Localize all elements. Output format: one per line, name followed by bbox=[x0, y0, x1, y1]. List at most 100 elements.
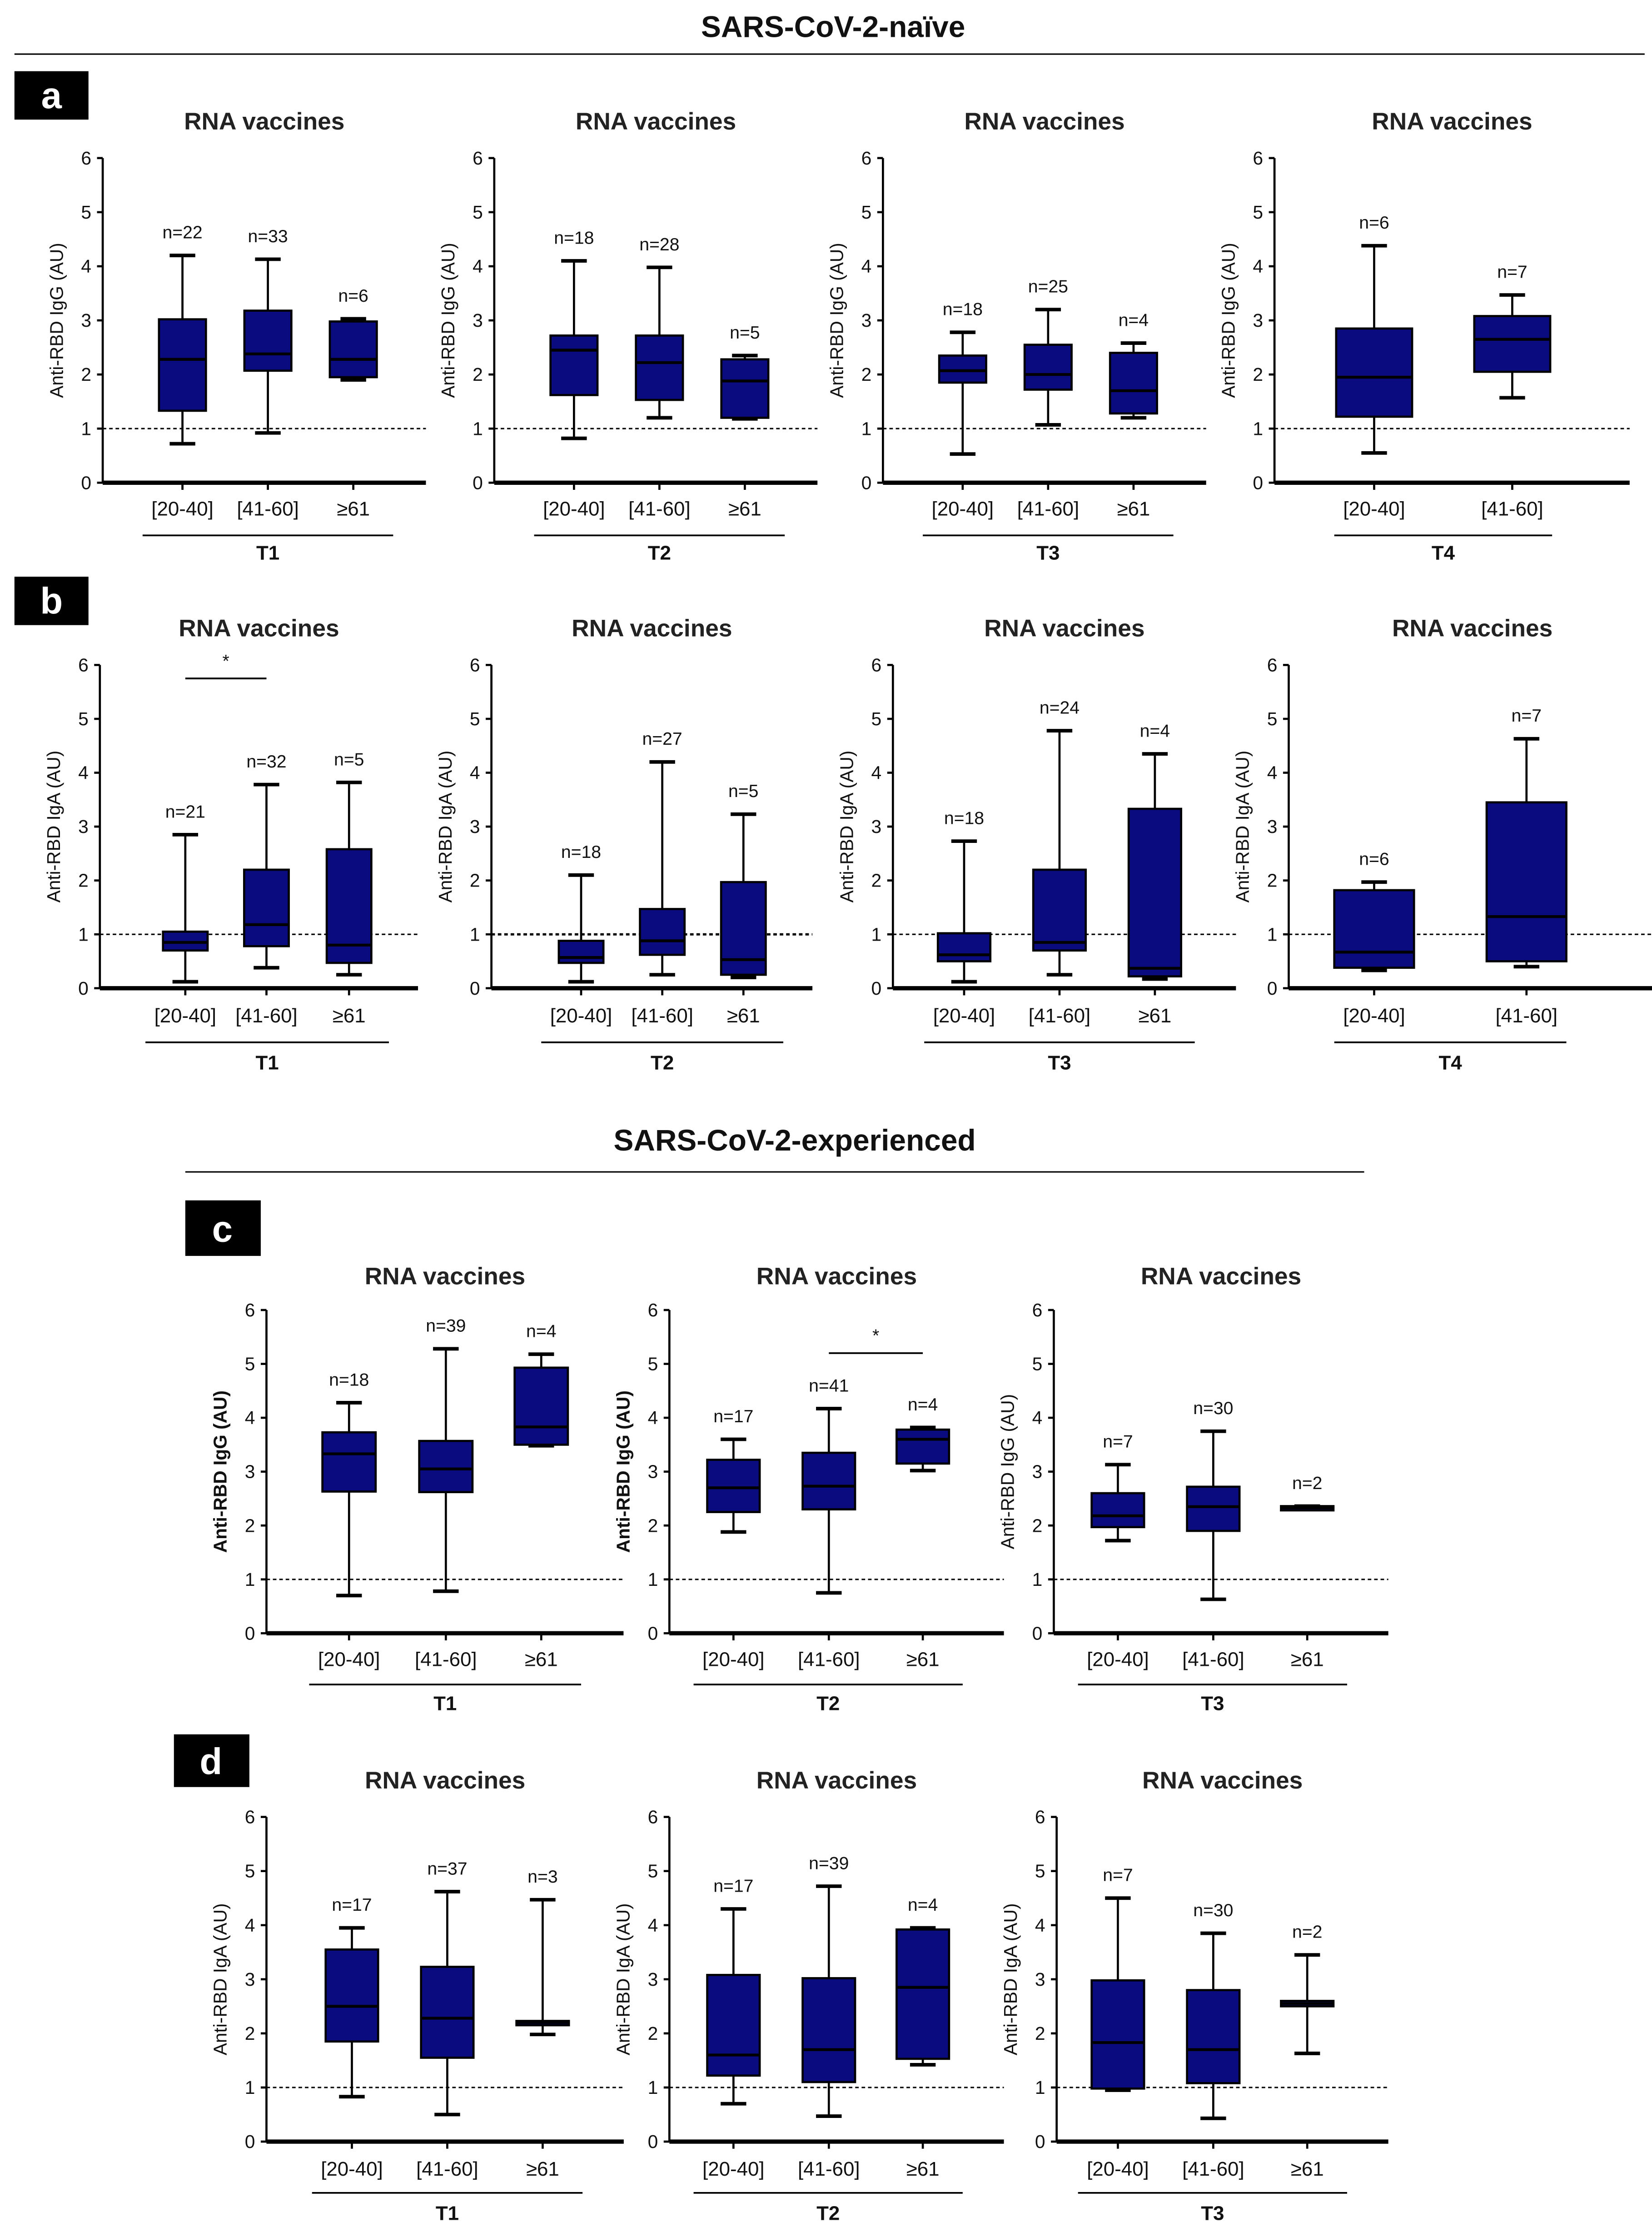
y-tick-label: 5 bbox=[1035, 1861, 1045, 1882]
category-label: [41-60] bbox=[631, 1005, 693, 1027]
box-iqr bbox=[938, 354, 987, 384]
y-tick-label: 3 bbox=[473, 310, 483, 331]
svg-text:b: b bbox=[40, 581, 63, 622]
n-label: n=2 bbox=[1292, 1923, 1322, 1942]
y-tick-label: 5 bbox=[470, 708, 480, 729]
plot-title: RNA vaccines bbox=[756, 1263, 917, 1290]
category-label: ≥61 bbox=[525, 1648, 558, 1670]
y-tick-label: 1 bbox=[1032, 1569, 1043, 1590]
y-tick-label: 0 bbox=[648, 2131, 658, 2152]
section-header-naive: SARS-CoV-2-naïve bbox=[701, 10, 965, 43]
y-tick-label: 2 bbox=[648, 2023, 658, 2044]
n-label: n=17 bbox=[713, 1876, 753, 1896]
category-label: ≥61 bbox=[1117, 498, 1150, 520]
boxplot-c-t3: RNA vaccines 0 1 2 3 4 5 6 Anti-RBD IgG (AU) n=7 [… bbox=[997, 1263, 1388, 1715]
box-iqr bbox=[1473, 315, 1552, 373]
plot-title: RNA vaccines bbox=[365, 1767, 525, 1794]
svg-text:d: d bbox=[199, 1741, 222, 1783]
boxplot-b-t2: RNA vaccines 0 1 2 3 4 5 6 Anti-RBD IgA (AU) n=18… bbox=[435, 615, 813, 1074]
y-tick-label: 6 bbox=[81, 148, 91, 169]
y-tick-label: 4 bbox=[245, 1407, 255, 1428]
y-tick-label: 1 bbox=[861, 418, 872, 439]
y-tick-label: 3 bbox=[871, 816, 882, 837]
plot-title: RNA vaccines bbox=[184, 108, 344, 135]
box-iqr bbox=[635, 334, 684, 401]
plot-title: RNA vaccines bbox=[572, 615, 732, 642]
y-tick-label: 6 bbox=[78, 655, 89, 676]
category-label: [41-60] bbox=[798, 2158, 860, 2180]
y-tick-label: 4 bbox=[78, 762, 89, 783]
category-label: [20-40] bbox=[318, 1648, 380, 1670]
y-tick-label: 3 bbox=[81, 310, 91, 331]
plot-title: RNA vaccines bbox=[984, 615, 1144, 642]
box-iqr bbox=[1090, 1979, 1145, 2090]
plot-title: RNA vaccines bbox=[1372, 108, 1532, 135]
y-tick-label: 0 bbox=[81, 472, 91, 493]
y-tick-label: 3 bbox=[1267, 816, 1278, 837]
n-label: n=2 bbox=[1292, 1474, 1322, 1493]
y-tick-label: 3 bbox=[648, 1969, 658, 1990]
box-1: n=25 bbox=[1023, 277, 1073, 490]
y-axis-label: Anti-RBD IgG (AU) bbox=[210, 1390, 231, 1553]
y-axis-label: Anti-RBD IgG (AU) bbox=[826, 243, 847, 398]
n-label: n=24 bbox=[1040, 698, 1080, 717]
plot-title: RNA vaccines bbox=[179, 615, 339, 642]
category-label: ≥61 bbox=[906, 2158, 940, 2180]
plot-title: RNA vaccines bbox=[576, 108, 736, 135]
box-2: n=3 bbox=[515, 1867, 570, 2149]
box-iqr bbox=[1023, 344, 1073, 391]
timepoint-label: T1 bbox=[436, 2202, 459, 2224]
y-tick-label: 5 bbox=[648, 1861, 658, 1882]
y-tick-label: 0 bbox=[1035, 2131, 1045, 2152]
box-0: n=6 bbox=[1335, 213, 1413, 490]
y-tick-label: 1 bbox=[78, 924, 89, 945]
panel-label-a: a bbox=[14, 71, 89, 120]
n-label: n=6 bbox=[338, 286, 368, 306]
y-tick-label: 1 bbox=[81, 418, 91, 439]
box-1: n=27 bbox=[639, 729, 686, 996]
box-iqr bbox=[1109, 352, 1158, 415]
timepoint-label: T2 bbox=[816, 1693, 840, 1715]
y-tick-label: 5 bbox=[78, 708, 89, 729]
y-tick-label: 1 bbox=[1253, 418, 1263, 439]
box-iqr bbox=[1333, 889, 1415, 969]
boxplot-b-t1: RNA vaccines 0 1 2 3 4 5 6 Anti-RBD IgA (AU) n=21… bbox=[43, 615, 418, 1074]
n-label: n=5 bbox=[730, 323, 760, 343]
y-tick-label: 4 bbox=[245, 1915, 255, 1936]
n-label: n=6 bbox=[1359, 850, 1389, 869]
timepoint-label: T4 bbox=[1439, 1051, 1463, 1074]
y-tick-label: 6 bbox=[1035, 1807, 1045, 1828]
y-tick-label: 4 bbox=[473, 256, 483, 277]
timepoint-label: T2 bbox=[648, 542, 671, 564]
y-tick-label: 4 bbox=[1267, 762, 1278, 783]
svg-text:a: a bbox=[41, 75, 62, 116]
y-tick-label: 6 bbox=[871, 655, 882, 676]
y-tick-label: 0 bbox=[473, 472, 483, 493]
boxplot-a-t1: RNA vaccines 0 1 2 3 4 5 6 Anti-RBD IgG (AU) n=22… bbox=[46, 108, 426, 564]
box-iqr bbox=[321, 1431, 377, 1493]
y-tick-label: 4 bbox=[648, 1915, 658, 1936]
y-tick-label: 6 bbox=[648, 1807, 658, 1828]
box-1: n=30 bbox=[1186, 1901, 1241, 2149]
significance-star: * bbox=[872, 1326, 879, 1346]
y-axis-label: Anti-RBD IgG (AU) bbox=[997, 1394, 1018, 1549]
box-iqr bbox=[1090, 1492, 1145, 1529]
n-label: n=32 bbox=[246, 752, 286, 772]
section-header-experienced: SARS-CoV-2-experienced bbox=[613, 1123, 975, 1157]
y-tick-label: 3 bbox=[245, 1461, 255, 1482]
box-iqr bbox=[1186, 1485, 1241, 1532]
box-iqr bbox=[706, 1973, 761, 2077]
box-2: n=2 bbox=[1280, 1923, 1335, 2149]
y-tick-label: 1 bbox=[470, 924, 480, 945]
y-tick-label: 0 bbox=[1267, 978, 1278, 999]
n-label: n=28 bbox=[639, 235, 679, 254]
box-2: n=2 bbox=[1280, 1474, 1335, 1640]
y-tick-label: 0 bbox=[78, 978, 89, 999]
y-tick-label: 2 bbox=[871, 870, 882, 891]
plot-title: RNA vaccines bbox=[1142, 1767, 1303, 1794]
y-axis-label: Anti-RBD IgA (AU) bbox=[1000, 1903, 1021, 2055]
category-label: [20-40] bbox=[1087, 1648, 1149, 1670]
category-label: [41-60] bbox=[628, 498, 691, 520]
category-label: [20-40] bbox=[321, 2158, 383, 2180]
